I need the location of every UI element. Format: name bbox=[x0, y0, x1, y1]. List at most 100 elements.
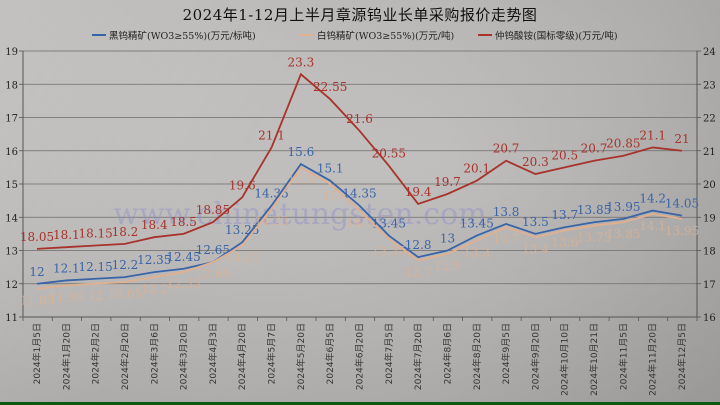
data-label: 13 bbox=[440, 232, 455, 246]
data-label: 13.8 bbox=[493, 205, 520, 219]
data-label: 13.85 bbox=[606, 227, 640, 241]
x-tick-label: 2024年9月20日 bbox=[529, 323, 541, 390]
y-tick-left: 12 bbox=[5, 280, 18, 291]
legend-item-black-tungsten: 黑钨精矿(WO3≥55%)(万元/标吨) bbox=[92, 28, 256, 42]
data-label: 19.4 bbox=[405, 185, 432, 199]
data-label: 20.7 bbox=[581, 142, 608, 156]
legend-label: 白钨精矿(WO3≥55%)(万元/吨) bbox=[317, 31, 455, 42]
x-tick-label: 2024年6月20日 bbox=[354, 323, 366, 390]
y-tick-left: 11 bbox=[5, 313, 18, 324]
y-tick-left: 15 bbox=[5, 180, 18, 191]
legend-label: 仲钨酸铵(国标零级)(万元/吨) bbox=[495, 31, 618, 42]
data-label: 21.1 bbox=[639, 128, 666, 142]
data-label: 13.7 bbox=[493, 232, 520, 246]
legend-label: 黑钨精矿(WO3≥55%)(万元/标吨) bbox=[109, 31, 256, 42]
data-label: 14.2 bbox=[639, 192, 666, 206]
data-label: 19.6 bbox=[229, 178, 256, 192]
data-label: 23.3 bbox=[288, 55, 315, 69]
legend-item-scheelite: 白钨精矿(WO3≥55%)(万元/吨) bbox=[300, 28, 454, 42]
x-tick-label: 2024年4月20日 bbox=[236, 323, 248, 390]
data-label: 20.1 bbox=[463, 162, 490, 176]
data-label: 21 bbox=[674, 132, 689, 146]
x-tick-label: 2024年3月20日 bbox=[178, 323, 190, 390]
watermark: www.chinatungsten.com bbox=[113, 197, 486, 232]
data-label: 20.55 bbox=[372, 147, 406, 161]
data-label: 13.3 bbox=[463, 246, 490, 260]
data-label: 13.5 bbox=[522, 215, 549, 229]
x-tick-label: 2024年11月20日 bbox=[647, 323, 659, 396]
x-tick-label: 2024年11月5日 bbox=[617, 323, 629, 390]
x-tick-label: 2024年2月2日 bbox=[90, 323, 102, 384]
data-label: 12.35 bbox=[166, 277, 200, 291]
data-label: 13.95 bbox=[665, 224, 699, 238]
data-label: 13.85 bbox=[577, 203, 611, 217]
data-label: 14.35 bbox=[342, 187, 376, 201]
x-tick-label: 2024年10月10日 bbox=[559, 323, 571, 396]
data-label: 13.4 bbox=[522, 242, 549, 256]
data-label: 14.05 bbox=[665, 197, 699, 211]
legend-swatch bbox=[92, 34, 106, 36]
x-tick-label: 2024年8月6日 bbox=[441, 323, 453, 384]
data-label: 22.55 bbox=[313, 80, 347, 94]
data-label: 12 bbox=[88, 289, 103, 303]
data-label: 20.5 bbox=[551, 148, 578, 162]
data-label: 15.1 bbox=[317, 162, 344, 176]
y-tick-right: 21 bbox=[703, 147, 716, 158]
data-label: 21.1 bbox=[258, 128, 285, 142]
data-label: 13.15 bbox=[225, 251, 259, 265]
data-label: 11.95 bbox=[49, 290, 83, 304]
y-tick-right: 22 bbox=[703, 114, 716, 125]
data-label: 12 bbox=[29, 265, 44, 279]
data-label: 11.85 bbox=[20, 294, 54, 308]
data-label: 20.85 bbox=[606, 137, 640, 151]
data-label: 20.7 bbox=[493, 142, 520, 156]
legend-swatch bbox=[300, 34, 314, 36]
data-label: 13.7 bbox=[551, 208, 578, 222]
data-label: 15.5 bbox=[288, 172, 315, 186]
data-label: 18.05 bbox=[20, 230, 54, 244]
data-label: 12.1 bbox=[53, 261, 80, 275]
data-label: 13.45 bbox=[460, 217, 494, 231]
x-tick-label: 2024年1月20日 bbox=[60, 323, 72, 390]
y-tick-right: 20 bbox=[703, 180, 716, 191]
x-tick-label: 2024年5月20日 bbox=[295, 323, 307, 390]
data-label: 12.15 bbox=[78, 260, 112, 274]
x-tick-label: 2024年10月21日 bbox=[588, 323, 600, 396]
data-label: 13.35 bbox=[372, 244, 406, 258]
x-tick-label: 2024年7月5日 bbox=[383, 323, 395, 384]
x-tick-label: 2024年7月20日 bbox=[412, 323, 424, 390]
data-label: 18.2 bbox=[112, 225, 139, 239]
y-tick-right: 17 bbox=[703, 280, 716, 291]
data-label: 18.85 bbox=[196, 203, 230, 217]
x-tick-label: 2024年1月5日 bbox=[31, 323, 43, 384]
x-tick-label: 2024年12月5日 bbox=[676, 323, 688, 390]
data-label: 12.2 bbox=[141, 282, 168, 296]
data-label: 12.65 bbox=[196, 243, 230, 257]
data-label: 14.2 bbox=[346, 216, 373, 230]
data-label: 12.45 bbox=[166, 250, 200, 264]
series-line bbox=[36, 72, 683, 250]
x-tick-label: 2024年9月5日 bbox=[500, 323, 512, 384]
data-label: 19.7 bbox=[434, 175, 461, 189]
y-tick-left: 18 bbox=[5, 80, 18, 91]
data-label: 12.2 bbox=[112, 258, 139, 272]
data-label: 12.7 bbox=[405, 265, 432, 279]
data-label: 18.1 bbox=[53, 228, 80, 242]
series-line bbox=[36, 162, 683, 285]
y-tick-left: 19 bbox=[5, 47, 18, 58]
data-label: 12.9 bbox=[434, 259, 461, 273]
y-tick-left: 13 bbox=[5, 247, 18, 258]
y-tick-right: 19 bbox=[703, 213, 716, 224]
data-label: 14.25 bbox=[254, 214, 288, 228]
data-label: 13.95 bbox=[606, 200, 640, 214]
x-tick-label: 2024年4月3日 bbox=[207, 323, 219, 384]
data-label: 20.3 bbox=[522, 155, 549, 169]
y-tick-left: 14 bbox=[5, 213, 18, 224]
x-tick-label: 2024年5月7日 bbox=[266, 323, 278, 384]
x-tick-label: 2024年8月20日 bbox=[471, 323, 483, 390]
data-label: 12.8 bbox=[405, 238, 432, 252]
y-tick-right: 18 bbox=[703, 247, 716, 258]
legend-item-apt: 仲钨酸铵(国标零级)(万元/吨) bbox=[478, 28, 618, 42]
